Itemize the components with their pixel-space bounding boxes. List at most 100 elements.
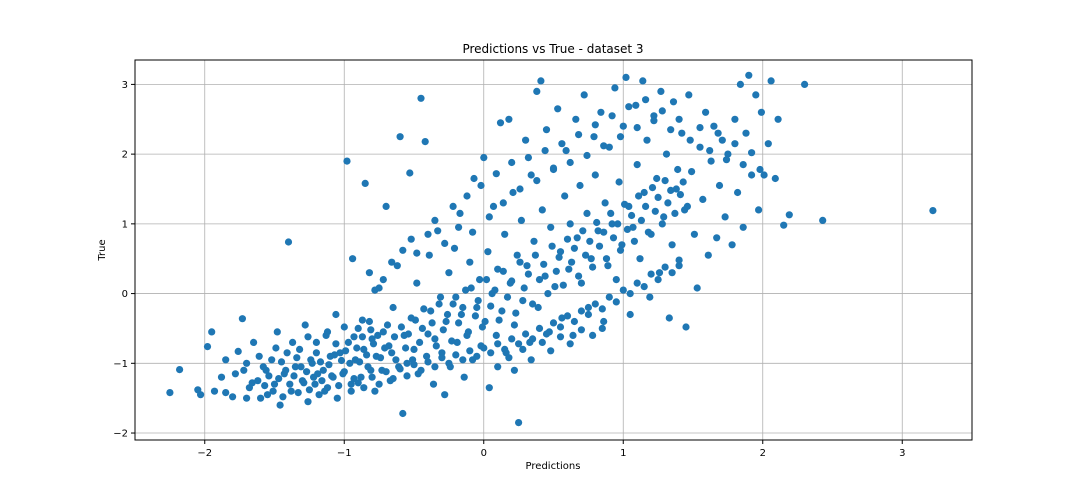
scatter-point bbox=[389, 375, 397, 383]
scatter-point bbox=[439, 326, 447, 334]
y-axis-label: True bbox=[97, 239, 108, 261]
scatter-point bbox=[651, 207, 659, 215]
scatter-point bbox=[563, 312, 572, 320]
scatter-point bbox=[261, 382, 269, 390]
scatter-point bbox=[602, 255, 611, 263]
scatter-point bbox=[381, 344, 389, 352]
y-tick-label: 2 bbox=[122, 150, 128, 161]
scatter-point bbox=[376, 354, 385, 362]
scatter-point bbox=[431, 335, 439, 343]
scatter-point bbox=[667, 126, 675, 134]
scatter-point bbox=[382, 202, 390, 210]
scatter-point bbox=[572, 115, 580, 123]
scatter-point bbox=[305, 386, 313, 394]
scatter-point bbox=[644, 228, 653, 236]
scatter-point bbox=[657, 87, 665, 95]
scatter-point bbox=[523, 262, 531, 270]
scatter-point bbox=[431, 363, 439, 371]
scatter-point bbox=[721, 213, 729, 221]
scatter-point bbox=[696, 124, 704, 132]
scatter-point bbox=[589, 331, 597, 339]
scatter-point bbox=[503, 293, 512, 301]
scatter-point bbox=[562, 147, 570, 155]
scatter-point bbox=[612, 276, 620, 284]
scatter-point bbox=[361, 179, 369, 187]
scatter-point bbox=[583, 209, 591, 217]
scatter-point bbox=[530, 237, 538, 245]
scatter-point bbox=[714, 129, 722, 137]
scatter-point bbox=[410, 345, 418, 353]
scatter-point bbox=[745, 71, 753, 79]
scatter-point bbox=[197, 391, 205, 399]
scatter-point bbox=[445, 269, 453, 277]
scatter-point bbox=[330, 351, 339, 359]
scatter-point bbox=[584, 303, 593, 312]
scatter-point bbox=[577, 326, 586, 334]
scatter-point bbox=[671, 209, 679, 217]
scatter-point bbox=[347, 387, 355, 395]
scatter-point bbox=[343, 157, 351, 165]
scatter-point bbox=[431, 216, 439, 224]
scatter-point bbox=[529, 300, 537, 308]
scatter-point bbox=[347, 380, 355, 388]
scatter-point bbox=[404, 330, 412, 338]
scatter-point bbox=[492, 170, 500, 178]
scatter-point bbox=[290, 372, 298, 380]
scatter-point bbox=[647, 270, 655, 278]
scatter-point bbox=[633, 161, 641, 169]
scatter-point bbox=[669, 98, 678, 106]
scatter-point bbox=[399, 409, 407, 418]
scatter-point bbox=[540, 260, 548, 268]
scatter-point bbox=[283, 349, 291, 357]
scatter-point bbox=[626, 310, 634, 319]
scatter-point bbox=[358, 316, 366, 324]
scatter-point bbox=[748, 149, 756, 157]
scatter-point bbox=[277, 358, 286, 366]
scatter-point bbox=[632, 101, 640, 109]
scatter-point bbox=[275, 375, 283, 383]
scatter-point bbox=[522, 330, 530, 338]
scatter-point bbox=[294, 389, 302, 397]
scatter-point bbox=[607, 209, 615, 217]
scatter-point bbox=[291, 363, 299, 371]
scatter-point bbox=[279, 393, 287, 401]
scatter-point bbox=[487, 349, 495, 357]
scatter-point bbox=[369, 340, 378, 348]
scatter-point bbox=[642, 96, 650, 104]
scatter-point bbox=[542, 126, 551, 134]
scatter-point bbox=[282, 366, 290, 374]
scatter-point bbox=[473, 303, 481, 312]
scatter-point bbox=[527, 356, 535, 364]
scatter-point bbox=[435, 300, 443, 308]
scatter-point bbox=[529, 335, 537, 343]
scatter-point bbox=[640, 283, 648, 291]
scatter-point bbox=[785, 211, 793, 219]
scatter-point bbox=[312, 349, 320, 357]
scatter-point bbox=[563, 235, 572, 243]
scatter-point bbox=[396, 133, 404, 141]
scatter-point bbox=[476, 276, 484, 284]
scatter-point bbox=[665, 314, 673, 322]
scatter-point bbox=[559, 281, 567, 289]
scatter-point bbox=[713, 234, 721, 242]
scatter-point bbox=[360, 345, 368, 353]
scatter-point bbox=[628, 211, 636, 220]
scatter-point bbox=[707, 157, 715, 165]
scatter-point bbox=[612, 298, 620, 306]
scatter-point bbox=[315, 391, 323, 399]
scatter-point bbox=[524, 154, 533, 162]
scatter-point bbox=[541, 272, 549, 280]
scatter-point bbox=[688, 168, 696, 176]
scatter-point bbox=[340, 323, 348, 331]
scatter-point bbox=[425, 251, 433, 259]
scatter-point bbox=[382, 368, 390, 376]
scatter-point bbox=[516, 258, 524, 266]
scatter-point bbox=[533, 177, 541, 185]
x-tick-label: 3 bbox=[899, 448, 905, 459]
scatter-point bbox=[549, 165, 558, 174]
scatter-point bbox=[332, 340, 340, 348]
scatter-point bbox=[463, 331, 471, 339]
scatter-point bbox=[678, 129, 686, 137]
scatter-point bbox=[655, 269, 664, 277]
